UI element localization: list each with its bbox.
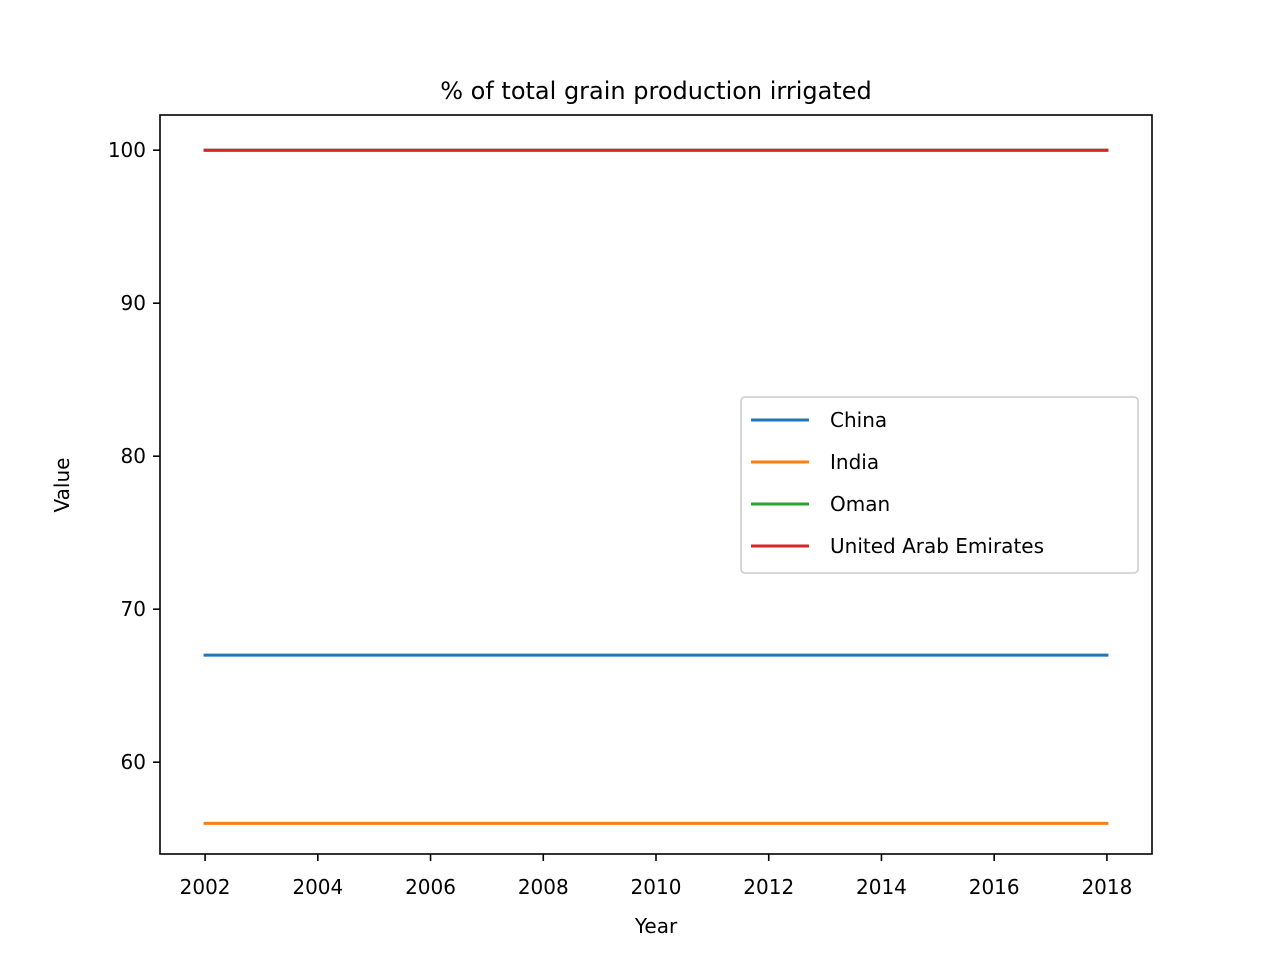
x-tick-label: 2004 (292, 875, 343, 899)
x-tick-label: 2010 (631, 875, 682, 899)
x-axis-label: Year (634, 914, 678, 938)
x-tick-label: 2002 (180, 875, 231, 899)
legend: China India Oman United Arab Emirates (740, 396, 1139, 574)
chart-title: % of total grain production irrigated (440, 77, 872, 105)
y-tick-label: 60 (121, 750, 146, 774)
x-tick-label: 2012 (743, 875, 794, 899)
y-tick-label: 70 (121, 597, 146, 621)
legend-label-united-arab-emirates: United Arab Emirates (830, 534, 1044, 558)
legend-items: China India Oman United Arab Emirates (751, 408, 1044, 558)
x-axis-ticks: 2002 2004 2006 2008 2010 2012 2014 2016 2018 (180, 854, 1132, 899)
legend-label-china: China (830, 408, 887, 432)
x-tick-label: 2014 (856, 875, 907, 899)
series-layer (203, 148, 1109, 825)
legend-frame (740, 396, 1139, 574)
legend-label-oman: Oman (830, 492, 890, 516)
y-axis-ticks: 60 70 80 90 100 (108, 138, 160, 774)
x-tick-label: 2018 (1081, 875, 1132, 899)
x-tick-label: 2016 (969, 875, 1020, 899)
y-tick-label: 100 (108, 138, 146, 162)
x-tick-label: 2006 (405, 875, 456, 899)
y-axis-label: Value (50, 458, 74, 513)
x-tick-label: 2008 (518, 875, 569, 899)
y-tick-label: 90 (121, 291, 146, 315)
legend-label-india: India (830, 450, 879, 474)
y-tick-label: 80 (121, 444, 146, 468)
